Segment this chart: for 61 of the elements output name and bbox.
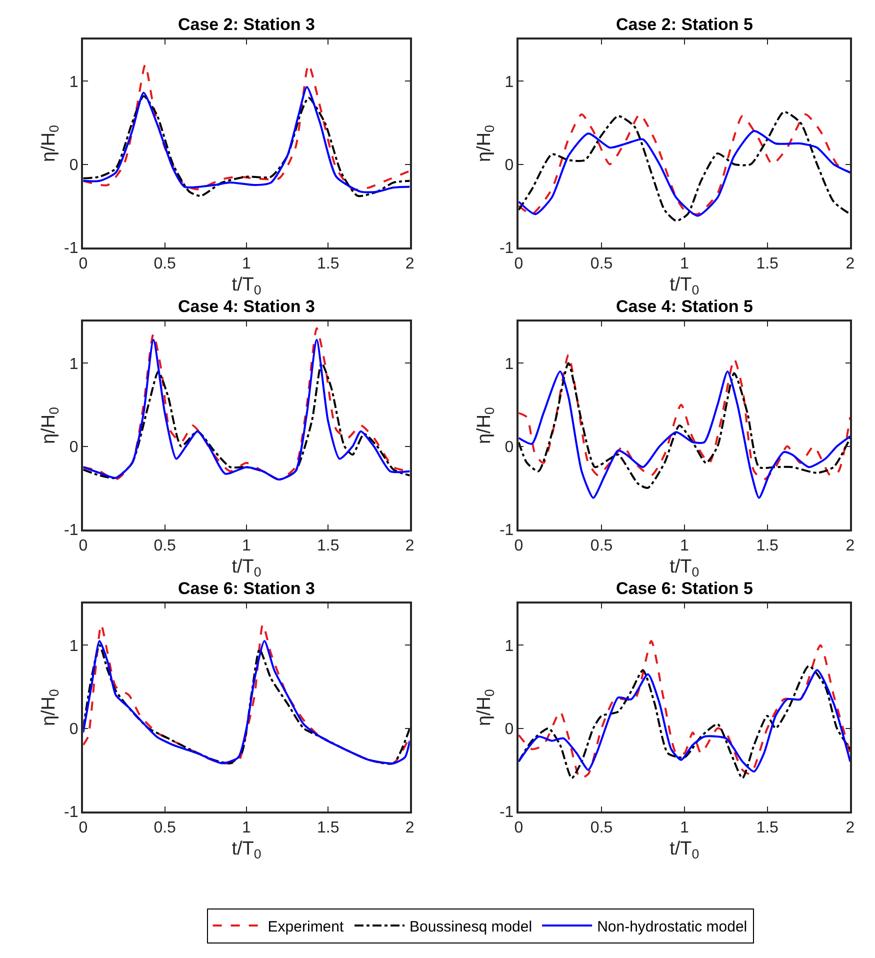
x-tick-label: 1.5 <box>317 255 340 272</box>
x-tick-label: 0.5 <box>590 255 613 272</box>
x-tick-label: 0.5 <box>590 819 613 836</box>
x-tick-label: 2 <box>846 255 855 272</box>
x-axis-title: t/T$_{0}$ <box>670 838 700 862</box>
y-tick-label: 0 <box>69 720 78 738</box>
y-tick-label: 1 <box>69 74 78 91</box>
x-tick-label: 1 <box>680 537 689 554</box>
y-tick-label: -1 <box>499 240 514 257</box>
x-tick-label: 1.5 <box>756 255 779 272</box>
x-tick-label: 1.5 <box>317 537 340 554</box>
x-tick-label: 1 <box>242 819 252 836</box>
x-tick-label: 2 <box>405 819 414 836</box>
legend-label: Non-hydrostatic model <box>597 918 748 936</box>
y-tick-label: -1 <box>499 804 514 822</box>
x-axis-title: t/T$_{0}$ <box>232 838 262 862</box>
y-tick-label: 1 <box>504 356 514 373</box>
x-tick-label: 0.5 <box>154 819 176 836</box>
x-tick-label: 0.5 <box>154 255 176 272</box>
legend-label: Experiment <box>268 918 344 936</box>
chart-title: Case 2: Station 5 <box>616 15 753 34</box>
chart-title: Case 4: Station 5 <box>616 297 753 316</box>
y-tick-label: 1 <box>69 638 78 655</box>
x-tick-label: 2 <box>846 819 855 836</box>
chart-title: Case 4: Station 3 <box>178 297 315 316</box>
y-tick-label: -1 <box>64 522 78 540</box>
x-tick-label: 1 <box>680 819 689 836</box>
line-series <box>518 640 850 780</box>
y-tick-label: 0 <box>69 156 78 174</box>
y-tick-label: -1 <box>499 522 514 540</box>
y-tick-label: 1 <box>504 638 514 655</box>
x-tick-label: 0.5 <box>154 537 176 554</box>
x-tick-label: 1.5 <box>756 819 779 836</box>
x-tick-label: 1.5 <box>317 819 340 836</box>
legend-label: Boussinesq model <box>409 918 532 936</box>
x-tick-label: 2 <box>405 537 414 554</box>
y-tick-label: 0 <box>504 156 514 174</box>
x-tick-label: 2 <box>405 255 414 272</box>
y-tick-label: -1 <box>64 240 78 257</box>
y-tick-label: -1 <box>64 804 78 822</box>
x-axis-title: t/T$_{0}$ <box>670 274 700 298</box>
chart-title: Case 6: Station 3 <box>178 579 315 598</box>
x-tick-label: 1 <box>242 255 252 272</box>
x-axis-title: t/T$_{0}$ <box>232 556 262 580</box>
line-series <box>83 362 410 481</box>
y-tick-label: 1 <box>504 74 514 91</box>
y-tick-label: 0 <box>69 438 78 456</box>
line-series <box>83 64 410 191</box>
x-tick-label: 1 <box>680 255 689 272</box>
x-axis-title: t/T$_{0}$ <box>670 556 700 580</box>
x-tick-label: 2 <box>846 537 855 554</box>
line-series <box>518 130 850 217</box>
y-tick-label: 0 <box>504 438 514 456</box>
y-tick-label: 0 <box>504 720 514 738</box>
x-tick-label: 0.5 <box>590 537 613 554</box>
chart-title: Case 6: Station 5 <box>616 579 753 598</box>
chart-title: Case 2: Station 3 <box>178 15 315 34</box>
x-axis-title: t/T$_{0}$ <box>232 274 262 298</box>
y-tick-label: 1 <box>69 356 78 373</box>
x-tick-label: 1.5 <box>756 537 779 554</box>
x-tick-label: 1 <box>242 537 252 554</box>
